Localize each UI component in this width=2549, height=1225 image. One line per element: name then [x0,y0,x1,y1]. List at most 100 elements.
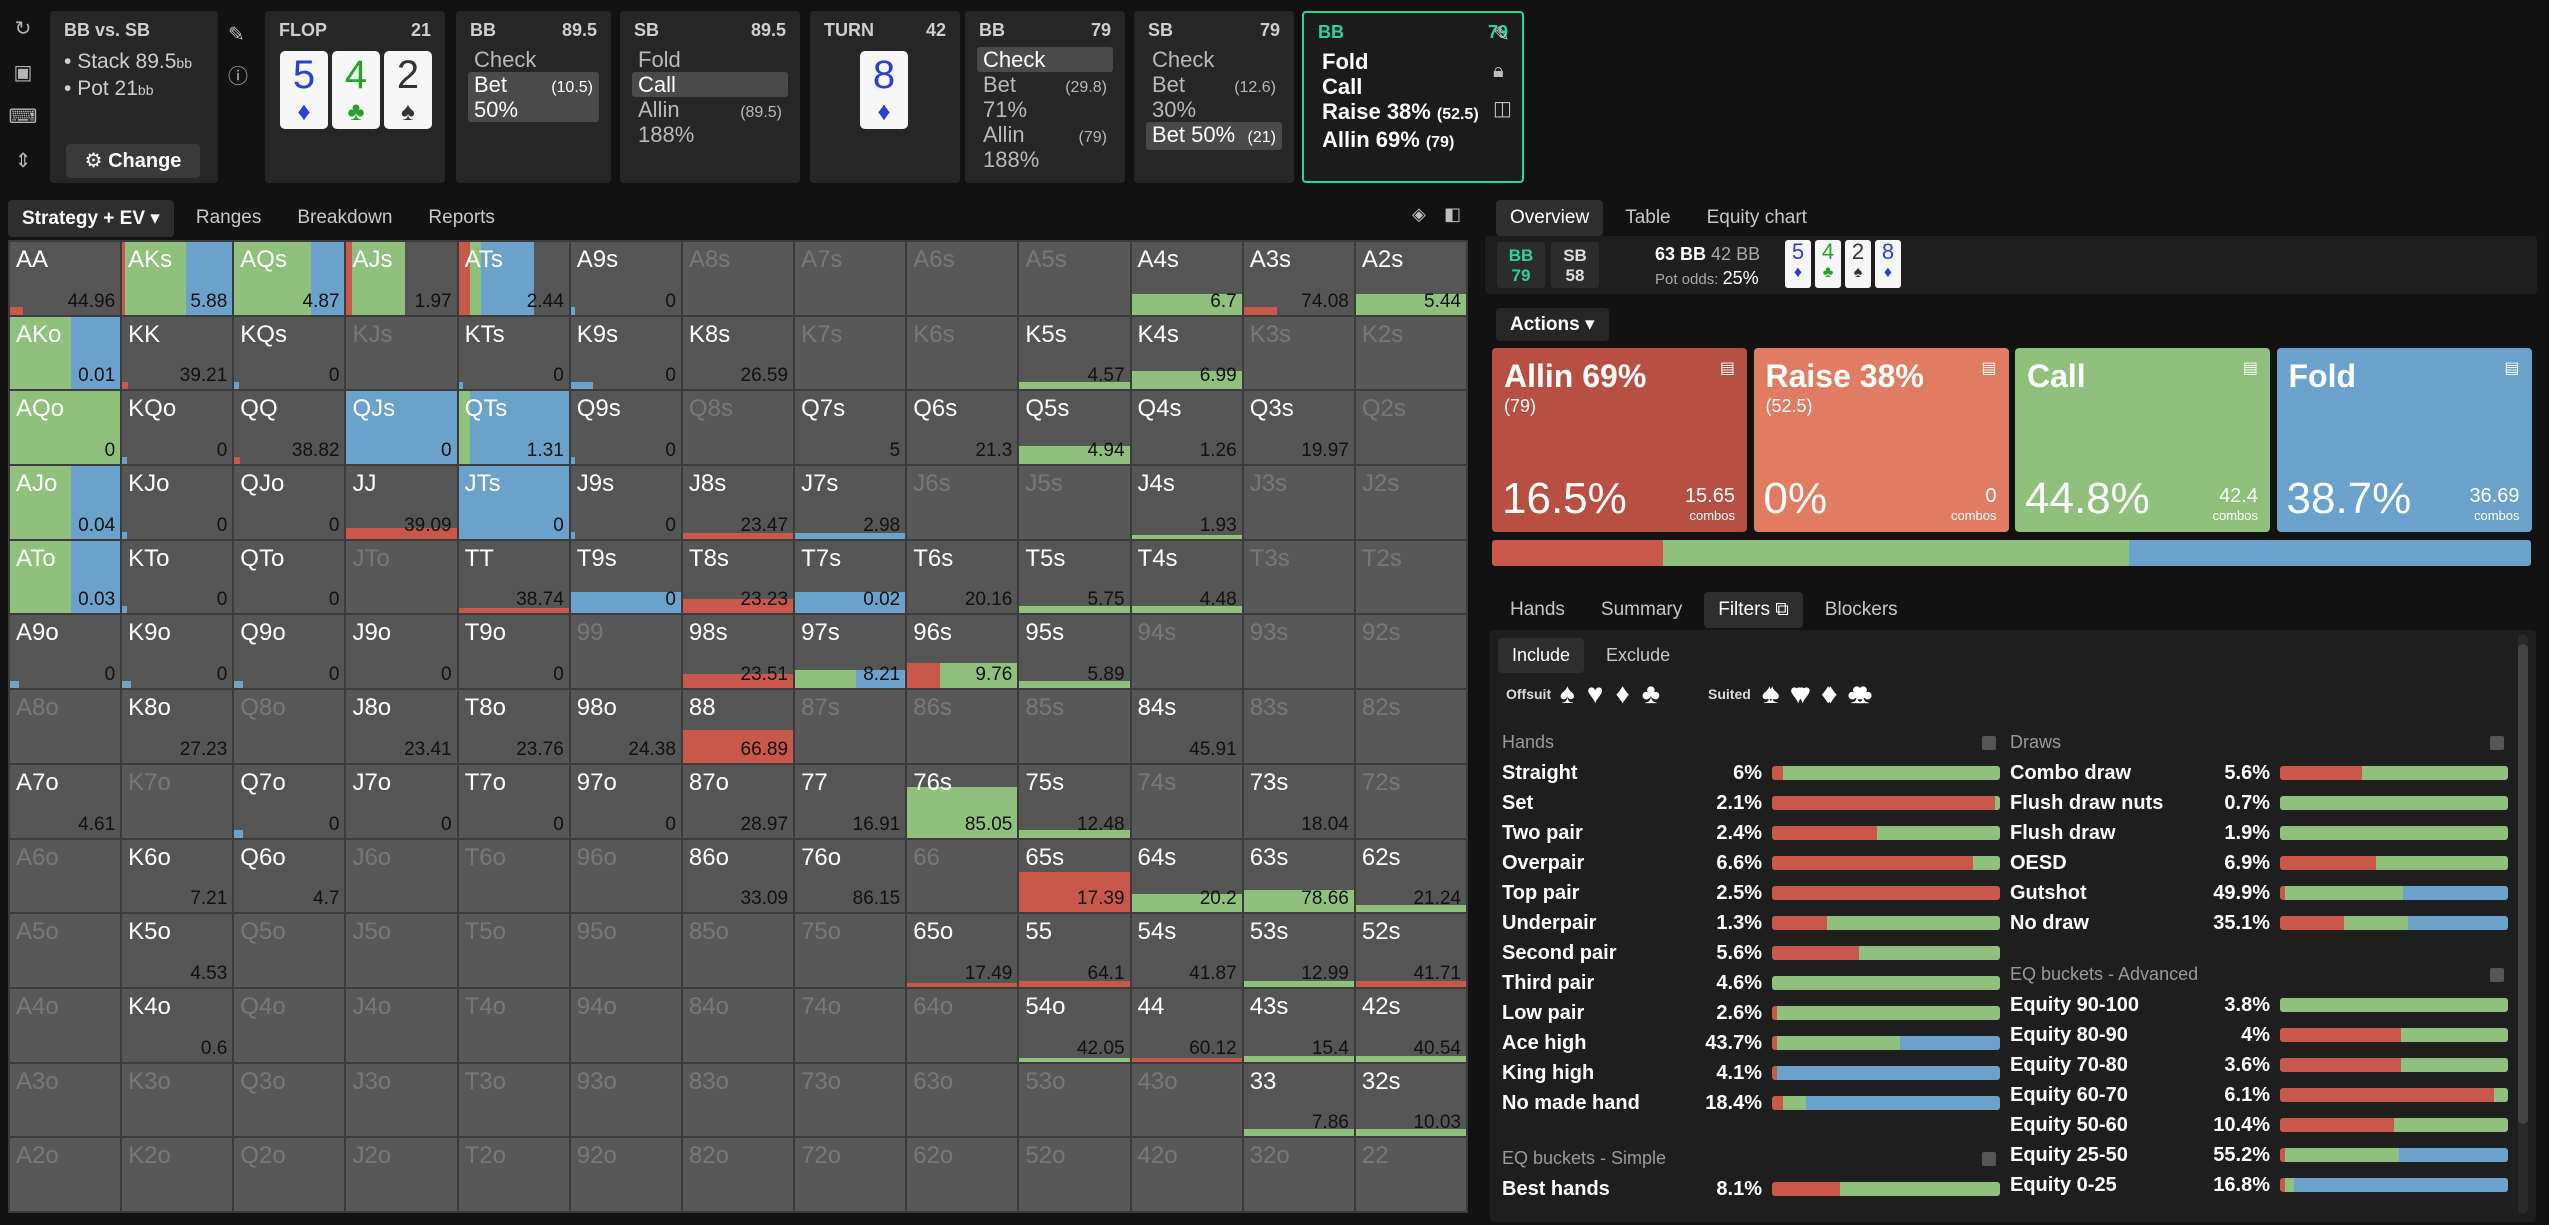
hand-cell-k3s[interactable]: K3s [1243,316,1354,390]
info-icon[interactable]: ⓘ [228,66,248,88]
hand-cell-43o[interactable]: 43o [1131,1063,1242,1137]
hand-cell-t8o[interactable]: T8o 23.76 [458,690,569,763]
gamepad-icon[interactable]: ⌨ [8,106,38,128]
hand-cell-q5o[interactable]: Q5o [234,914,345,987]
hand-cell-a8s[interactable]: A8s [682,242,794,315]
hand-cell-ajo[interactable]: AJo 0.04 [10,466,121,539]
tab-table[interactable]: Table [1625,207,1671,228]
hand-cell-96o[interactable]: 96o [570,839,681,913]
node-action[interactable]: Check [1152,47,1215,72]
actions-dropdown[interactable]: Actions ▾ [1496,308,1609,341]
hand-cell-ako[interactable]: AKo 0.01 [10,316,121,390]
tab-include[interactable]: Include [1498,638,1585,673]
hand-cell-k8s[interactable]: K8s 26.59 [682,316,794,390]
tab-hands[interactable]: Hands [1510,599,1565,620]
filter-row[interactable]: Underpair 1.3% [1502,908,2000,938]
hand-cell-72o[interactable]: 72o [795,1138,906,1211]
hand-cell-98o[interactable]: 98o 24.38 [570,690,681,763]
hand-cell-q4s[interactable]: Q4s 1.26 [1131,391,1242,465]
action-box-allin-69-[interactable]: Allin 69% (79) 16.5% 15.65 combos ▤ [1492,348,1747,532]
filter-row[interactable]: Ace high 43.7% [1502,1028,2000,1058]
hand-cell-jto[interactable]: JTo [346,540,457,614]
filter-row[interactable]: Overpair 6.6% [1502,848,2000,878]
suited-suit-icon[interactable]: ♦♦ [1821,678,1837,709]
hand-cell-63s[interactable]: 63s 78.66 [1243,839,1354,913]
hand-cell-65o[interactable]: 65o 17.49 [907,914,1018,987]
hand-cell-63o[interactable]: 63o [907,1063,1018,1137]
hand-cell-64s[interactable]: 64s 20.2 [1131,839,1242,913]
hand-cell-t7o[interactable]: T7o 0 [458,764,569,838]
hand-cell-t5s[interactable]: T5s 5.75 [1019,540,1130,614]
hand-cell-t9s[interactable]: T9s 0 [570,540,681,614]
fit-icon[interactable]: ⇕ [14,150,32,172]
suited-suit-icon[interactable]: ♠♠ [1762,678,1779,709]
action-box-raise-38-[interactable]: Raise 38% (52.5) 0% 0 combos ▤ [1753,348,2009,532]
hand-cell-a5s[interactable]: A5s [1019,242,1130,315]
cube-icon[interactable]: ◈ [1412,204,1426,224]
tab-exclude[interactable]: Exclude [1606,645,1671,665]
node-action[interactable]: Fold [1322,49,1369,74]
hand-cell-53s[interactable]: 53s 12.99 [1243,914,1354,987]
hand-cell-k5s[interactable]: K5s 4.57 [1019,316,1130,390]
hand-cell-54s[interactable]: 54s 41.87 [1131,914,1242,987]
hand-cell-65s[interactable]: 65s 17.39 [1019,839,1130,913]
hand-cell-ato[interactable]: ATo 0.03 [10,540,121,614]
hand-cell-j8s[interactable]: J8s 23.47 [682,466,794,539]
filter-row[interactable]: Equity 70-80 3.6% [2010,1050,2508,1080]
hand-cell-75o[interactable]: 75o [795,914,906,987]
hand-cell-99[interactable]: 99 [570,615,681,689]
node-action[interactable]: Fold [638,47,681,72]
hand-cell-42s[interactable]: 42s 40.54 [1355,988,1466,1062]
hand-cell-74s[interactable]: 74s [1131,764,1242,838]
hand-cell-j2s[interactable]: J2s [1355,466,1466,539]
hand-cell-q9s[interactable]: Q9s 0 [570,391,681,465]
filter-row[interactable]: OESD 6.9% [2010,848,2508,878]
filter-row[interactable]: Equity 50-60 10.4% [2010,1110,2508,1140]
hand-cell-43s[interactable]: 43s 15.4 [1243,988,1354,1062]
hand-cell-84s[interactable]: 84s 45.91 [1131,690,1242,763]
hand-cell-75s[interactable]: 75s 12.48 [1019,764,1130,838]
node-action[interactable]: Call [632,72,788,97]
hand-cell-t3s[interactable]: T3s [1243,540,1354,614]
hand-cell-k2s[interactable]: K2s [1355,316,1466,390]
filter-row[interactable]: Second pair 5.6% [1502,938,2000,968]
filter-row[interactable]: King high 4.1% [1502,1058,2000,1088]
hand-cell-ajs[interactable]: AJs 1.97 [346,242,457,315]
filter-row[interactable]: Flush draw 1.9% [2010,818,2508,848]
tab-ranges[interactable]: Ranges [195,207,262,228]
hand-cell-62s[interactable]: 62s 21.24 [1355,839,1466,913]
hand-cell-kto[interactable]: KTo 0 [122,540,233,614]
hand-cell-a3s[interactable]: A3s 74.08 [1243,242,1354,315]
node-action[interactable]: Call [1322,74,1363,99]
tab-overview[interactable]: Overview [1496,200,1604,236]
hand-cell-84o[interactable]: 84o [682,988,794,1062]
notes-icon[interactable]: ▤ [2504,360,2520,377]
hand-cell-q2o[interactable]: Q2o [234,1138,345,1211]
hand-cell-qq[interactable]: QQ 38.82 [234,391,345,465]
hand-cell-k6o[interactable]: K6o 7.21 [122,839,233,913]
hand-cell-77[interactable]: 77 16.91 [795,764,906,838]
hand-cell-a8o[interactable]: A8o [10,690,121,763]
hand-cell-t3o[interactable]: T3o [458,1063,569,1137]
hand-cell-22[interactable]: 22 [1355,1138,1466,1211]
hand-cell-95s[interactable]: 95s 5.89 [1019,615,1130,689]
hand-cell-t2s[interactable]: T2s [1355,540,1466,614]
hand-cell-q8s[interactable]: Q8s [682,391,794,465]
hand-cell-73s[interactable]: 73s 18.04 [1243,764,1354,838]
hand-cell-jj[interactable]: JJ 39.09 [346,466,457,539]
hand-cell-97s[interactable]: 97s 8.21 [795,615,906,689]
lock-icon[interactable]: 🔒︎ [1493,60,1504,82]
hand-cell-qto[interactable]: QTo 0 [234,540,345,614]
hand-cell-98s[interactable]: 98s 23.51 [682,615,794,689]
section-checkbox[interactable] [1982,736,1996,750]
hand-cell-k4o[interactable]: K4o 0.6 [122,988,233,1062]
action-node-1[interactable]: BB 89.5 Check Bet 50% (10.5) [456,11,611,183]
node-action[interactable]: Check [977,47,1113,72]
hand-cell-54o[interactable]: 54o 42.05 [1019,988,1130,1062]
filter-row[interactable]: Flush draw nuts 0.7% [2010,788,2508,818]
filter-row[interactable]: Equity 0-25 16.8% [2010,1170,2508,1200]
tab-blockers[interactable]: Blockers [1824,599,1898,620]
hand-cell-j6o[interactable]: J6o [346,839,457,913]
node-action[interactable]: Allin 69% (79) [1322,127,1455,152]
hand-cell-k7s[interactable]: K7s [795,316,906,390]
